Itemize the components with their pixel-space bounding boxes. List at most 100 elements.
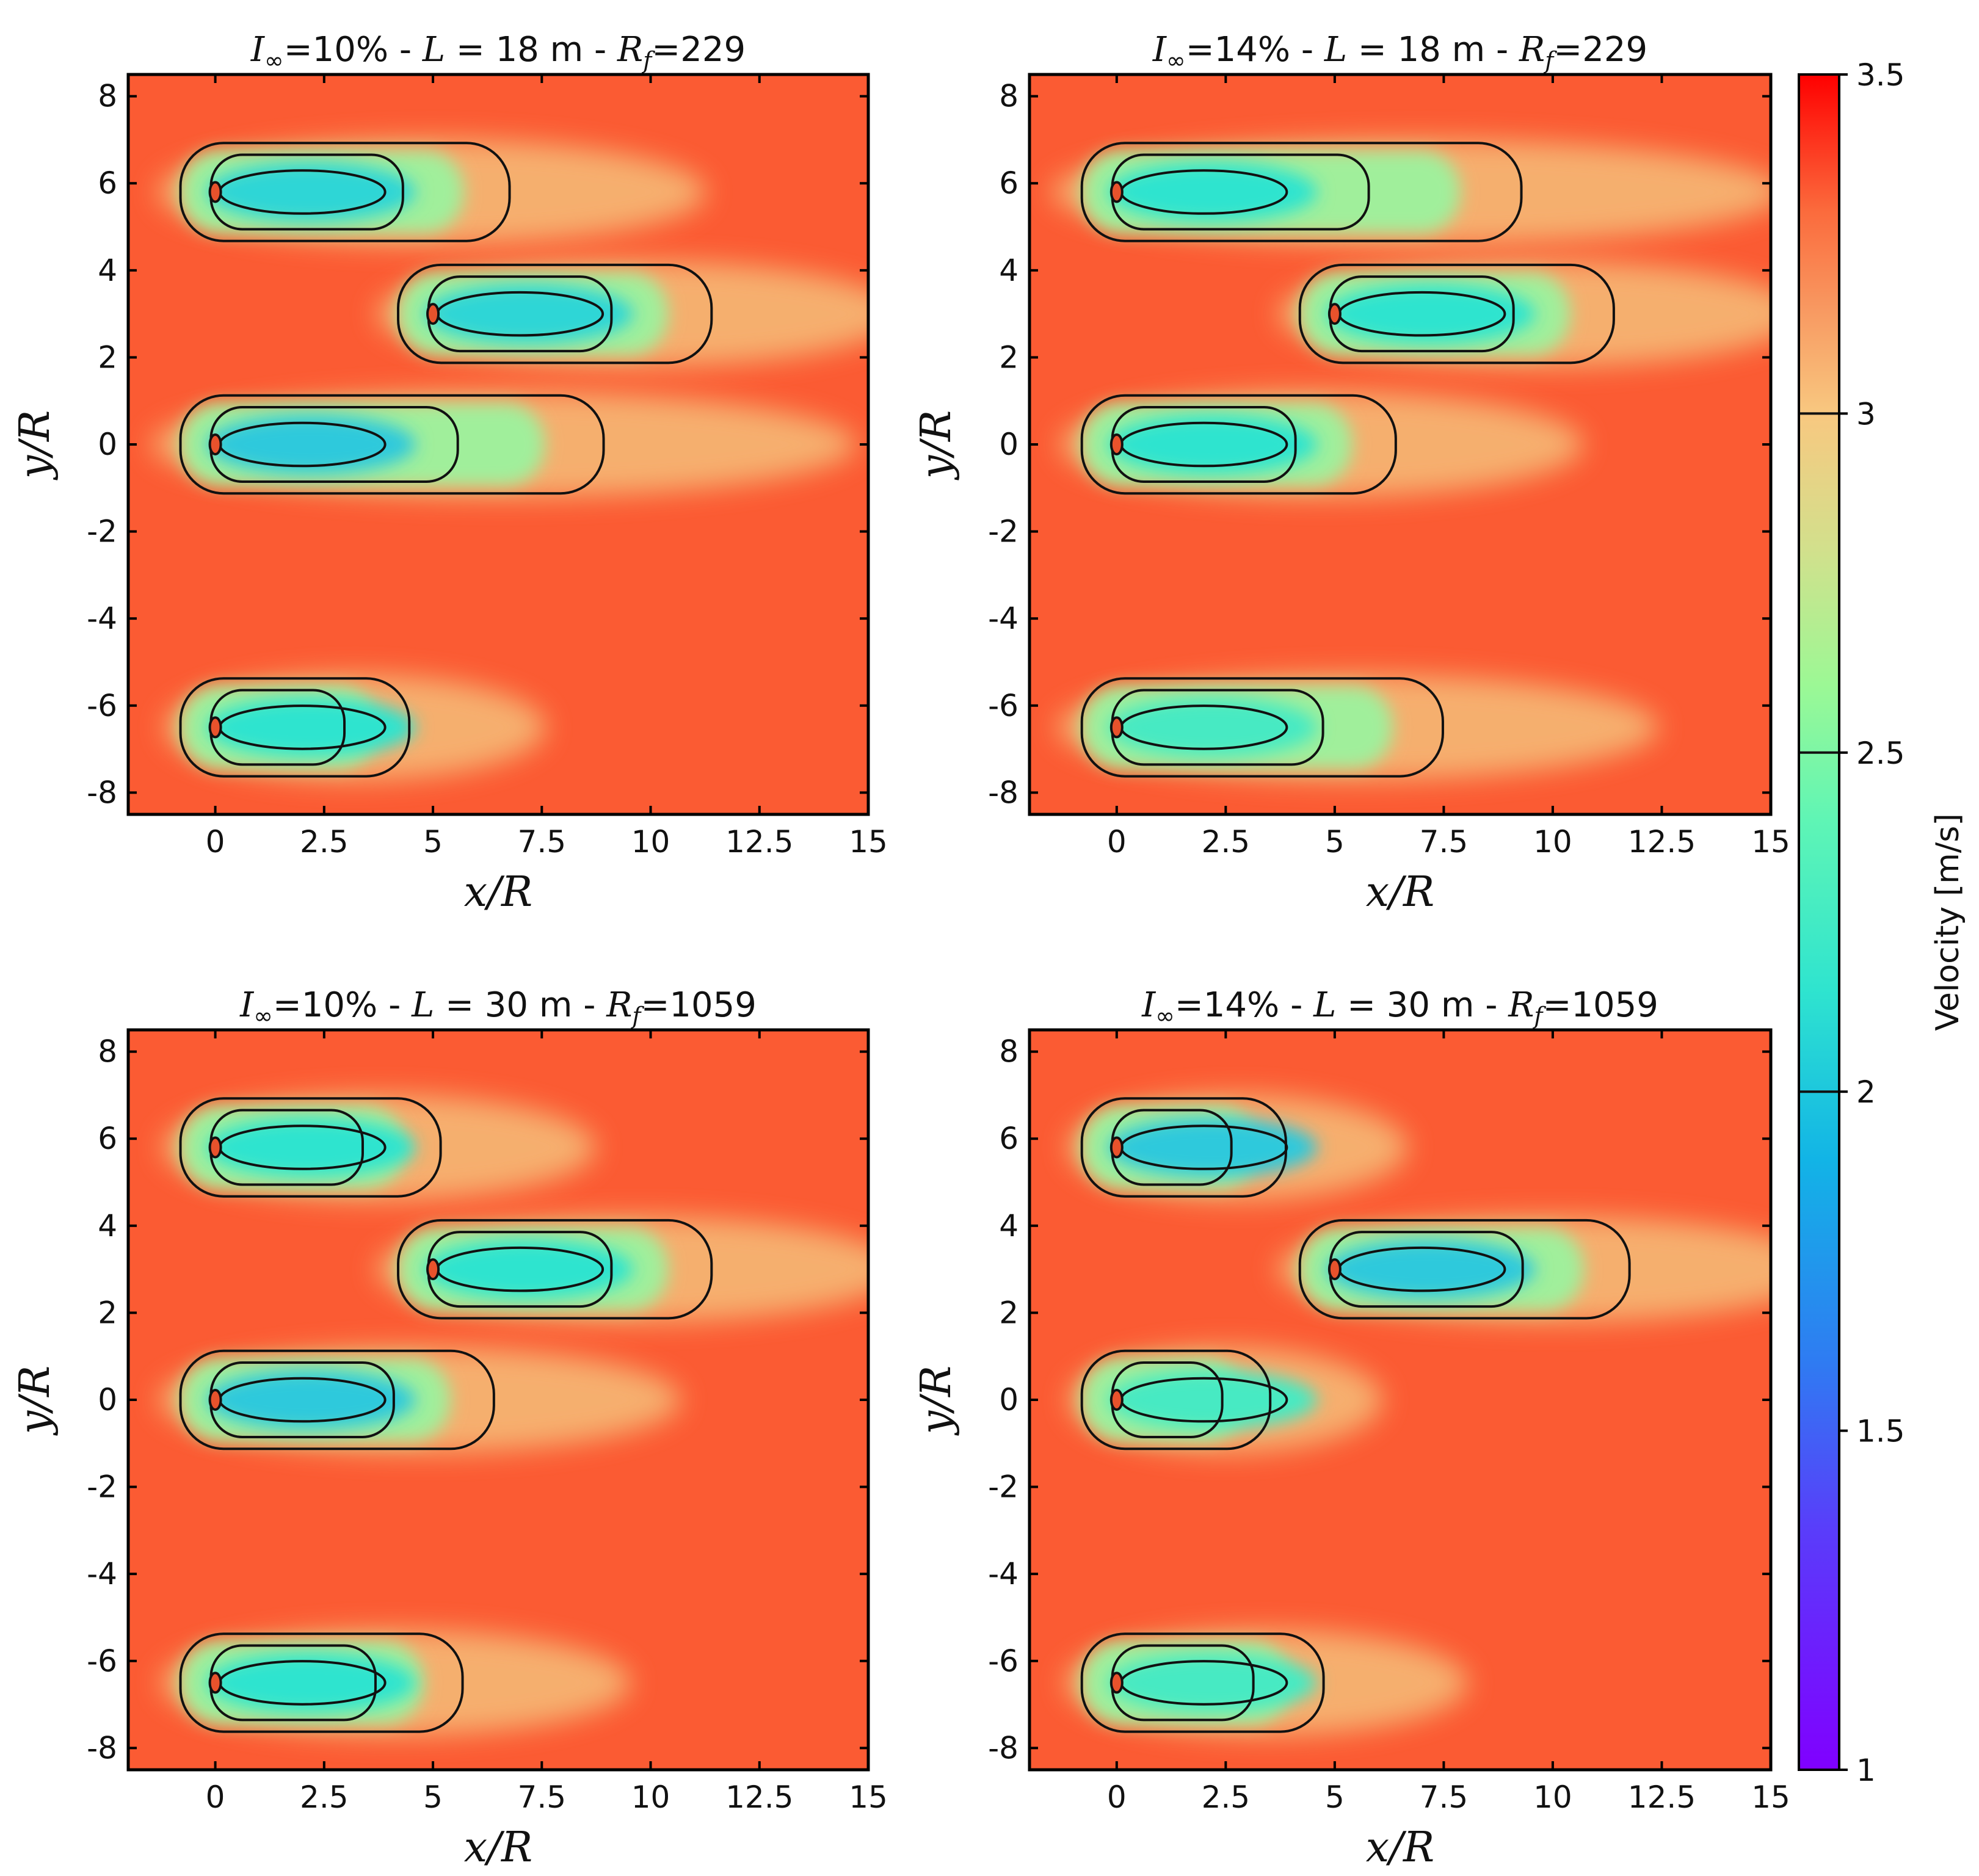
contour-3ms <box>1080 142 1523 242</box>
rotor-hub-marker <box>1327 1258 1342 1281</box>
x-tick-label: 15 <box>849 1780 888 1815</box>
x-tick-label: 7.5 <box>518 824 567 860</box>
x-tick-label: 0 <box>206 824 225 860</box>
rotor-hub-marker <box>426 303 440 325</box>
y-tick-label: 4 <box>98 253 117 288</box>
colorbar-tick-label: 2 <box>1856 1074 1876 1110</box>
x-tick-label: 12.5 <box>725 824 793 860</box>
y-tick-label: 8 <box>999 79 1019 114</box>
wake-panel-4: 0 2.5 5 7.5 10 12.5 15 -8 -6 -4 -2 0 2 4 6 8 x/R y/R I∞=14… <box>912 985 1790 1872</box>
turbine-wake-3 <box>158 1347 681 1453</box>
x-axis-label: x/R <box>1366 1823 1434 1872</box>
turbine-wake-3 <box>1069 1347 1383 1453</box>
rotor-hub-marker <box>208 433 222 455</box>
x-tick-label: 2.5 <box>300 1780 349 1815</box>
y-tick-label: 0 <box>98 1382 117 1418</box>
wake-panel-2: 0 2.5 5 7.5 10 12.5 15 -8 -6 -4 -2 0 2 4 6 8 x/R y/R I∞=14… <box>912 30 1790 916</box>
x-axis-label: x/R <box>464 868 532 916</box>
y-tick-label: 6 <box>999 1121 1019 1156</box>
rotor-hub-marker <box>1109 1389 1124 1411</box>
contour-3ms <box>1080 1632 1325 1733</box>
x-tick-label: 12.5 <box>1628 1780 1696 1815</box>
contour-3ms <box>397 263 713 364</box>
x-tick-label: 5 <box>1325 1780 1345 1815</box>
contour-3ms <box>1080 394 1397 495</box>
x-axis-label: x/R <box>464 1823 532 1872</box>
y-tick-label: -2 <box>988 1469 1019 1505</box>
rotor-hub-marker <box>208 1136 222 1159</box>
x-tick-label: 15 <box>1751 1780 1790 1815</box>
rotor-hub-marker <box>208 1389 222 1411</box>
turbine-wake-4 <box>161 1629 631 1736</box>
x-tick-label: 0 <box>1107 824 1127 860</box>
rotor-hub-marker <box>1109 433 1124 455</box>
y-tick-label: 0 <box>999 1382 1019 1418</box>
turbine-wake-2 <box>1277 1216 1771 1322</box>
y-tick-label: 4 <box>98 1208 117 1244</box>
y-axis-label: y/R <box>912 410 960 481</box>
y-tick-label: -4 <box>87 1556 117 1592</box>
y-tick-label: -8 <box>988 775 1019 810</box>
y-axis-label: y/R <box>11 410 59 481</box>
turbine-wake-2 <box>1278 261 1771 367</box>
turbine-wake-1 <box>158 139 706 245</box>
y-tick-label: -2 <box>988 514 1019 549</box>
colorbar-tick-label: 1 <box>1856 1753 1876 1788</box>
contour-3ms <box>179 677 411 778</box>
velocity-field <box>128 1030 868 1770</box>
panel-title: I∞=10% - L = 30 m - Rf=1059 <box>239 985 757 1029</box>
contour-3ms <box>1298 1219 1631 1320</box>
rotor-hub-marker <box>1109 1136 1124 1159</box>
contour-3ms <box>1298 263 1615 364</box>
turbine-wake-3 <box>151 391 857 498</box>
panel-title: I∞=14% - L = 18 m - Rf=229 <box>1152 30 1647 74</box>
y-tick-label: 6 <box>999 165 1019 201</box>
contour-3ms <box>179 1097 442 1198</box>
x-tick-label: 10 <box>631 1780 670 1815</box>
y-tick-label: 4 <box>999 1208 1019 1244</box>
contour-3ms <box>1080 1349 1272 1450</box>
x-tick-label: 2.5 <box>1202 1780 1251 1815</box>
y-tick-label: 6 <box>98 165 117 201</box>
x-tick-label: 7.5 <box>1420 824 1469 860</box>
rotor-hub-marker <box>208 181 222 203</box>
y-tick-label: 2 <box>98 1295 117 1330</box>
x-tick-label: 7.5 <box>518 1780 567 1815</box>
contour-3ms <box>397 1219 713 1320</box>
y-tick-label: -4 <box>988 1556 1019 1592</box>
y-axis-label: y/R <box>912 1366 960 1436</box>
velocity-field <box>1029 1030 1771 1770</box>
colorbar-gradient <box>1799 74 1839 1770</box>
velocity-field <box>128 74 868 814</box>
y-tick-label: -6 <box>87 688 117 723</box>
contour-3ms <box>179 1349 495 1450</box>
turbine-wake-4 <box>164 674 546 781</box>
y-tick-label: -8 <box>87 775 117 810</box>
colorbar-tick-label: 1.5 <box>1856 1414 1905 1449</box>
x-tick-label: 10 <box>1533 824 1572 860</box>
y-tick-label: 2 <box>999 1295 1019 1330</box>
x-tick-label: 5 <box>1325 824 1345 860</box>
y-tick-label: -8 <box>988 1730 1019 1766</box>
y-tick-label: 2 <box>98 339 117 375</box>
y-tick-label: 8 <box>98 79 117 114</box>
y-tick-label: -8 <box>87 1730 117 1766</box>
contour-3ms <box>1080 677 1444 778</box>
x-tick-label: 2.5 <box>300 824 349 860</box>
rotor-hub-marker <box>1327 303 1342 325</box>
x-tick-label: 15 <box>849 824 888 860</box>
rotor-hub-marker <box>1109 1671 1124 1694</box>
panel-title: I∞=14% - L = 30 m - Rf=1059 <box>1141 985 1658 1029</box>
y-tick-label: -6 <box>87 1643 117 1679</box>
rotor-hub-marker <box>1109 181 1124 203</box>
y-tick-label: -6 <box>988 688 1019 723</box>
x-tick-label: 0 <box>206 1780 225 1815</box>
turbine-wake-1 <box>162 1094 597 1201</box>
colorbar-tick-label: 3.5 <box>1856 57 1905 93</box>
turbine-wake-4 <box>1056 674 1659 781</box>
y-axis-label: y/R <box>11 1366 59 1436</box>
x-tick-label: 10 <box>631 824 670 860</box>
y-tick-label: 0 <box>98 427 117 462</box>
y-tick-label: 0 <box>999 427 1019 462</box>
